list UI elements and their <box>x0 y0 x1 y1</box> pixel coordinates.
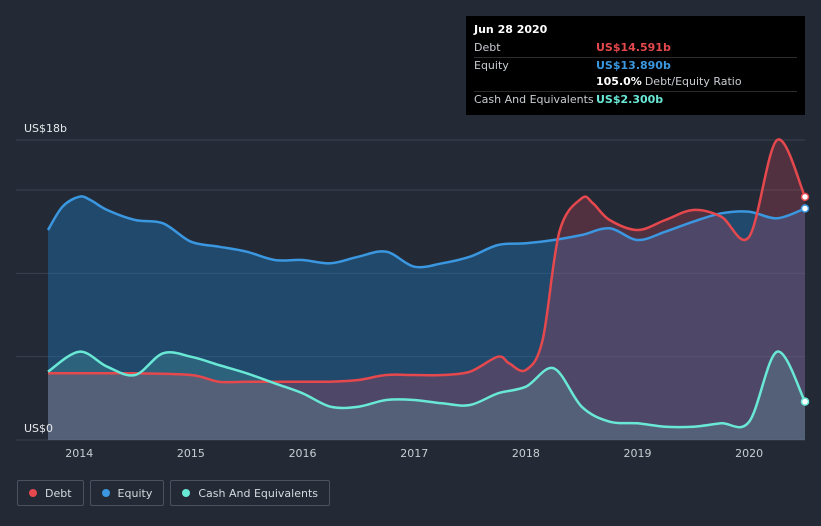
chart-gridlines <box>16 139 805 441</box>
tooltip-ratio-value: 105.0% <box>596 75 642 88</box>
x-axis-ticks: 2014 2015 2016 2017 2018 2019 2020 <box>65 447 763 460</box>
tooltip-cash-label: Cash And Equivalents <box>474 92 594 106</box>
chart-legend: Debt Equity Cash And Equivalents <box>17 480 330 506</box>
legend-item-cash[interactable]: Cash And Equivalents <box>170 480 330 506</box>
legend-item-debt[interactable]: Debt <box>17 480 84 506</box>
chart-areas <box>48 139 805 440</box>
x-tick-2016: 2016 <box>289 447 317 460</box>
legend-debt-label: Debt <box>45 486 72 500</box>
tooltip-row-cash: Cash And Equivalents US$2.300b <box>474 90 797 109</box>
tooltip-ratio-spacer <box>474 74 596 91</box>
tooltip-ratio-label: Debt/Equity Ratio <box>644 75 742 88</box>
tooltip-equity-label: Equity <box>474 58 509 72</box>
cash-end-marker <box>800 397 810 406</box>
chart-lines <box>46 138 807 429</box>
debt-end-marker <box>800 192 810 202</box>
equity-end-marker <box>800 204 810 213</box>
legend-item-equity[interactable]: Equity <box>89 480 165 506</box>
x-tick-2020: 2020 <box>735 447 763 460</box>
cash-area <box>48 351 805 440</box>
data-tooltip: Jun 28 2020 Debt US$14.591b Equity US$13… <box>466 16 805 115</box>
equity-dot-icon <box>101 489 110 497</box>
tooltip-date: Jun 28 2020 <box>474 23 548 36</box>
debt-line <box>48 138 807 384</box>
y-axis-top-label: US$18b <box>24 122 67 135</box>
tooltip-row-equity: Equity US$13.890b <box>474 56 797 75</box>
equity-area <box>48 196 805 440</box>
x-tick-2014: 2014 <box>65 447 93 460</box>
tooltip-cash-value: US$2.300b <box>596 92 664 106</box>
chart-end-markers <box>800 192 810 406</box>
legend-cash-label: Cash And Equivalents <box>198 486 318 500</box>
y-axis-bottom-label: US$0 <box>24 422 53 435</box>
tooltip-row-debt: Debt US$14.591b <box>474 40 797 57</box>
debt-area <box>48 139 805 440</box>
cash-line <box>47 350 807 429</box>
x-tick-2017: 2017 <box>400 447 428 460</box>
x-tick-2018: 2018 <box>512 447 540 460</box>
tooltip-equity-value: US$13.890b <box>596 58 671 72</box>
x-tick-2015: 2015 <box>177 447 205 460</box>
legend-equity-label: Equity <box>117 486 153 500</box>
x-tick-2019: 2019 <box>624 447 652 460</box>
debt-dot-icon <box>29 489 37 497</box>
tooltip-debt-label: Debt <box>474 41 501 54</box>
tooltip-row-ratio: 105.0% Debt/Equity Ratio <box>474 74 797 91</box>
cash-dot-icon <box>182 489 191 497</box>
equity-line <box>46 195 806 269</box>
tooltip-debt-value: US$14.591b <box>596 41 671 54</box>
